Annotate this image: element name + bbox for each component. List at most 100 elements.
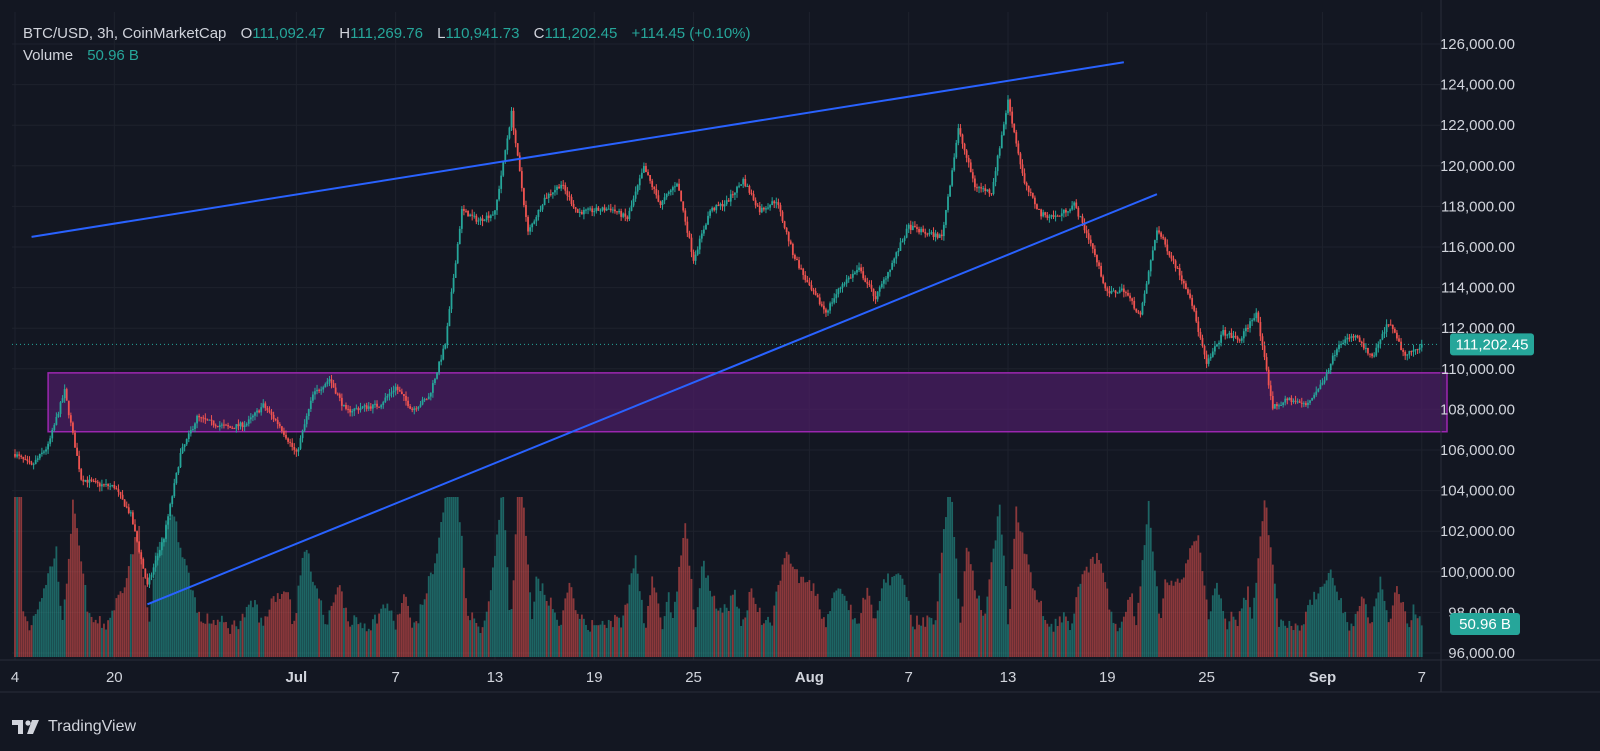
volume-bar [1294,623,1297,657]
candle-body [285,434,287,439]
candle-body [471,214,474,216]
volume-bar [899,575,902,657]
candle-body [955,142,958,158]
volume-bar [1021,532,1024,657]
volume-bar [72,499,74,657]
volume-bar [974,590,976,657]
candle-body [1302,403,1305,405]
candle-body [740,184,743,186]
tradingview-brand[interactable]: TradingView [12,718,136,736]
volume-bar [32,615,35,657]
candle-body [1400,341,1402,350]
candle-body [78,455,81,470]
volume-bar [34,614,37,657]
volume-bar [94,619,97,657]
candle-body [448,309,451,327]
volume-bar [69,533,72,657]
volume-bar [998,504,1001,657]
volume-bar [1249,607,1251,657]
candle-body [771,201,774,206]
volume-bar [878,601,881,657]
candle-body [614,209,616,212]
support-zone[interactable] [47,372,1448,433]
candle-body [982,188,985,190]
candle-body [729,194,732,202]
candle-body [572,203,575,208]
candle-body [345,404,347,409]
candle-body [1031,192,1034,198]
candle-body [498,188,500,200]
volume-bar [638,591,641,657]
upper-channel-line[interactable] [31,61,1125,238]
volume-bar [698,588,701,657]
lower-trendline-line[interactable] [147,193,1158,606]
volume-bar [301,557,304,657]
volume-bar [469,620,472,657]
volume-bar [1342,613,1345,657]
volume-bar [398,613,401,657]
candle-body [36,458,39,460]
candle-body [680,190,683,202]
candle-body [291,442,294,447]
candle-body [1333,355,1336,357]
candle-body [256,410,258,413]
high-label: H [339,25,351,42]
volume-bar [905,597,908,657]
volume-bar [266,616,269,657]
candle-body [1288,397,1291,401]
candle-body [165,524,167,539]
candle-body [1414,349,1417,351]
candle-body [1058,215,1061,217]
y-tick-label: 114,000.00 [1441,280,1515,297]
volume-bar [669,612,672,657]
candle-body [431,383,434,393]
candle-body [967,157,970,163]
candle-body [657,195,660,202]
candle-body [353,408,356,412]
volume-bar [1245,599,1247,657]
volume-bar [568,582,571,657]
volume-bar [177,542,180,657]
volume-bar [1083,570,1086,657]
volume-bar [256,604,258,657]
volume-bar [990,562,993,657]
volume-bar [1385,610,1388,657]
volume-bar [111,610,114,657]
candle-body [1081,216,1084,223]
candle-body [899,242,902,251]
candle-body [808,282,811,286]
candle-body [1240,338,1243,341]
candle-body [388,393,391,396]
volume-bar [1112,622,1115,657]
volume-bar [837,588,840,657]
candle-body [580,211,583,215]
volume-bar [971,570,974,657]
volume-bar [129,554,132,657]
volume-bar [312,581,314,657]
volume-bar [1149,527,1152,657]
trendlines[interactable] [12,61,1440,606]
volume-bar [1319,587,1322,657]
volume-bar [260,617,263,657]
symbol-label[interactable]: BTC/USD, 3h, CoinMarketCap [23,25,227,42]
candle-body [1160,232,1162,237]
volume-bar [1118,627,1121,657]
volume-bar [179,547,182,657]
volume-bar [45,584,47,657]
candle-body [560,184,563,189]
volume-label[interactable]: Volume [23,47,74,64]
volume-bar [1375,598,1378,657]
support-zone-rect[interactable] [47,372,1448,433]
volume-bar [436,553,438,657]
candle-body [1236,337,1239,340]
volume-bar [90,616,93,657]
volume-bar [1005,586,1007,657]
candle-body [756,205,759,207]
volume-bar [897,573,900,657]
volume-bar [578,618,581,657]
volume-bar [1153,570,1156,657]
x-tick-label: Jul [286,669,308,686]
candle-body [382,402,385,406]
